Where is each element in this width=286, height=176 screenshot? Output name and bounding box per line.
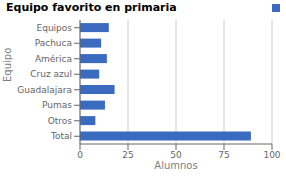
svg-text:América: América (35, 54, 72, 64)
svg-text:Total: Total (50, 131, 72, 141)
svg-text:50: 50 (170, 150, 182, 160)
svg-text:75: 75 (218, 150, 229, 160)
svg-text:Pumas: Pumas (42, 100, 72, 110)
svg-text:Cruz azul: Cruz azul (30, 69, 72, 79)
html-text:Equipo favorito en primaria: Equipo favorito en primaria (6, 1, 177, 14)
svg-text:25: 25 (122, 150, 133, 160)
svg-text:Alumnos: Alumnos (154, 160, 197, 171)
svg-text:Equipos: Equipos (36, 23, 72, 33)
svg-text:Guadalajara: Guadalajara (17, 85, 72, 95)
svg-text:Pachuca: Pachuca (35, 38, 72, 48)
svg-text:0: 0 (77, 150, 83, 160)
svg-text:Equipo: Equipo (8, 48, 13, 82)
svg-text:100: 100 (263, 150, 278, 160)
svg-text:Otros: Otros (48, 116, 73, 126)
